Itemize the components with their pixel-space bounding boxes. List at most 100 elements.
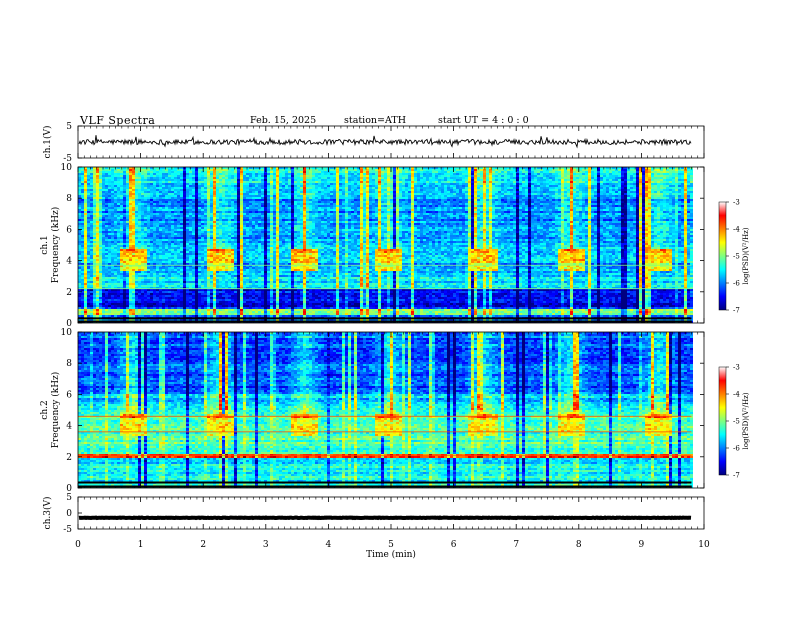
spectrogram-cell — [177, 209, 180, 211]
spectrogram-cell — [81, 269, 84, 271]
spectrogram-cell — [162, 183, 165, 185]
spectrogram-cell — [168, 273, 171, 275]
spectrogram-cell — [147, 191, 150, 193]
spectrogram-cell — [198, 293, 201, 295]
spectrogram-cell — [234, 311, 237, 313]
spectrogram-cell — [216, 271, 219, 273]
spectrogram-cell — [165, 247, 168, 249]
spectrogram-cell — [153, 229, 156, 231]
ch1-waveform-panel: 5-5 ch.1(V) — [42, 122, 704, 164]
spectrogram-cell — [162, 297, 165, 299]
spectrogram-cell — [114, 253, 117, 255]
spectrogram-cell — [198, 315, 201, 317]
spectrogram-cell — [144, 189, 147, 191]
spectrogram-cell — [192, 259, 195, 261]
spectrogram-cell — [201, 215, 204, 217]
spectrogram-cell — [186, 307, 189, 309]
spectrogram-cell — [219, 173, 222, 175]
spectrogram-cell — [114, 225, 117, 227]
spectrogram-cell — [174, 311, 177, 313]
spectrogram-cell — [87, 235, 90, 237]
spectrogram-cell — [93, 225, 96, 227]
spectrogram-cell — [99, 237, 102, 239]
spectrogram-cell — [144, 235, 147, 237]
spectrogram-cell — [111, 309, 114, 311]
spectrogram-cell — [108, 281, 111, 283]
spectrogram-cell — [252, 211, 255, 213]
spectrogram-cell — [99, 289, 102, 291]
spectrogram-cell — [213, 311, 216, 313]
spectrogram-cell — [234, 175, 237, 177]
spectrogram-cell — [120, 261, 123, 263]
spectrogram-cell — [138, 221, 141, 223]
spectrogram-cell — [234, 275, 237, 277]
spectrogram-cell — [246, 275, 249, 277]
spectrogram-cell — [144, 187, 147, 189]
spectrogram-cell — [102, 309, 105, 311]
spectrogram-cell — [201, 283, 204, 285]
spectrogram-cell — [129, 171, 132, 173]
spectrogram-cell — [105, 273, 108, 275]
spectrogram-cell — [174, 285, 177, 287]
spectrogram-cell — [234, 259, 237, 261]
spectrogram-cell — [267, 211, 270, 213]
spectrogram-cell — [123, 309, 126, 311]
spectrogram-cell — [249, 223, 252, 225]
spectrogram-cell — [138, 301, 141, 303]
spectrogram-cell — [168, 243, 171, 245]
spectrogram-cell — [84, 227, 87, 229]
spectrogram-cell — [105, 305, 108, 307]
spectrogram-cell — [93, 239, 96, 241]
spectrogram-cell — [150, 221, 153, 223]
spectrogram-cell — [132, 211, 135, 213]
spectrogram-cell — [150, 169, 153, 171]
spectrogram-cell — [189, 189, 192, 191]
spectrogram-cell — [198, 275, 201, 277]
spectrogram-cell — [189, 285, 192, 287]
spectrogram-cell — [141, 177, 144, 179]
spectrogram-cell — [84, 209, 87, 211]
spectrogram-cell — [102, 207, 105, 209]
spectrogram-cell — [258, 301, 261, 303]
spectrogram-cell — [102, 299, 105, 301]
spectrogram-cell — [219, 213, 222, 215]
spectrogram-cell — [183, 205, 186, 207]
spectrogram-cell — [96, 231, 99, 233]
spectrogram-cell — [120, 303, 123, 305]
spectrogram-cell — [153, 221, 156, 223]
spectrogram-cell — [213, 199, 216, 201]
spectrogram-cell — [90, 209, 93, 211]
spectrogram-cell — [219, 211, 222, 213]
spectrogram-cell — [78, 221, 81, 223]
spectrogram-cell — [96, 267, 99, 269]
spectrogram-cell — [150, 305, 153, 307]
spectrogram-cell — [108, 289, 111, 291]
spectrogram-cell — [174, 181, 177, 183]
spectrogram-cell — [156, 229, 159, 231]
spectrogram-cell — [108, 231, 111, 233]
spectrogram-cell — [138, 201, 141, 203]
ch1-spectrogram-heatmap — [78, 167, 693, 323]
spectrogram-cell — [126, 227, 129, 229]
spectrogram-cell — [96, 227, 99, 229]
spectrogram-cell — [90, 309, 93, 311]
spectrogram-cell — [186, 187, 189, 189]
spectrogram-cell — [171, 253, 174, 255]
spectrogram-cell — [261, 303, 264, 305]
spectrogram-cell — [186, 245, 189, 247]
spectrogram-cell — [186, 225, 189, 227]
spectrogram-cell — [111, 169, 114, 171]
spectrogram-cell — [267, 233, 270, 235]
spectrogram-cell — [90, 201, 93, 203]
spectrogram-cell — [249, 307, 252, 309]
spectrogram-cell — [153, 223, 156, 225]
spectrogram-cell — [240, 285, 243, 287]
spectrogram-cell — [144, 169, 147, 171]
spectrogram-cell — [132, 237, 135, 239]
spectrogram-cell — [243, 291, 246, 293]
spectrogram-cell — [195, 311, 198, 313]
spectrogram-cell — [135, 229, 138, 231]
spectrogram-cell — [150, 255, 153, 257]
spectrogram-cell — [78, 177, 81, 179]
spectrogram-cell — [177, 279, 180, 281]
